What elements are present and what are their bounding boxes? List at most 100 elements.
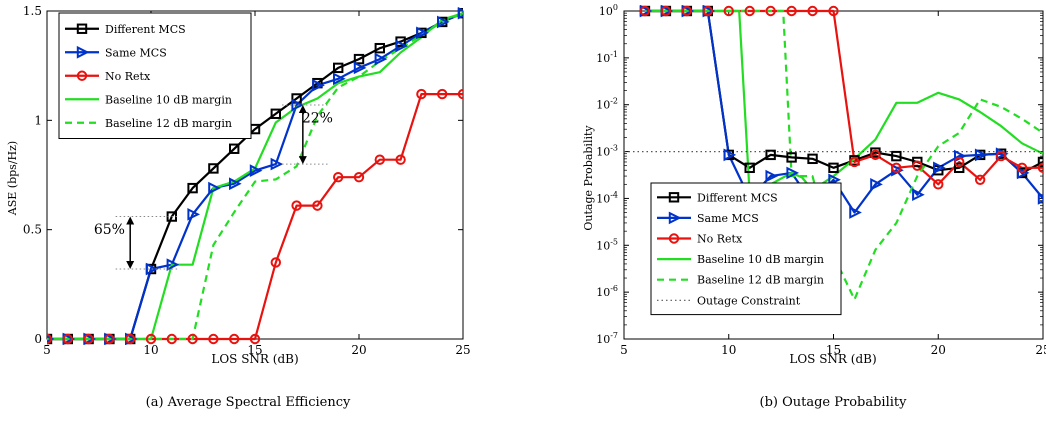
outage-point-no-retx <box>849 156 860 168</box>
outage-chart: 5 10 15 20 25 100 10-1 10-2 10-3 10-4 10-5 10-6 10-7… <box>582 3 1046 410</box>
ase-point-same-mcs <box>249 164 263 177</box>
ase-legend-label: No Retx <box>105 70 151 83</box>
ase-legend-marker <box>76 23 88 34</box>
outage-legend-marker <box>668 211 682 225</box>
ase-y-tick-label: 1 <box>34 113 42 127</box>
ase-legend-label: Baseline 12 dB margin <box>105 117 232 130</box>
outage-point-same-mcs <box>912 188 925 202</box>
outage-point-no-retx <box>828 5 839 17</box>
outage-point-no-retx <box>639 5 651 17</box>
outage-point-different-mcs <box>807 153 818 165</box>
ase-point-no-retx <box>83 333 94 345</box>
ase-point-different-mcs <box>353 53 365 65</box>
outage-point-different-mcs <box>786 152 797 163</box>
ase-legend-label: Baseline 10 dB margin <box>105 93 232 106</box>
ase-annotation-arrowhead <box>126 261 135 270</box>
outage-point-no-retx <box>974 174 986 185</box>
ase-point-same-mcs <box>437 15 450 29</box>
ase-legend-marker <box>76 45 90 59</box>
outage-point-different-mcs <box>891 150 902 162</box>
outage-point-no-retx <box>723 5 734 17</box>
ase-x-axis-label: LOS SNR (dB) <box>211 352 298 366</box>
outage-x-tick-label: 20 <box>931 343 946 357</box>
outage-point-no-retx <box>807 5 818 17</box>
ase-point-no-retx <box>145 333 157 345</box>
outage-point-no-retx <box>933 179 944 190</box>
ase-chart: 5 10 15 20 25 0 0.5 1 1.5 65% 22% LOS SNR (dB) ASE… <box>6 4 471 410</box>
ase-legend: Different MCS Same MCS No Retx Baseline 10 … <box>58 12 252 139</box>
ase-point-no-retx <box>457 88 463 100</box>
outage-point-no-retx <box>954 156 965 168</box>
ase-point-no-retx <box>437 88 448 100</box>
ase-point-no-retx <box>47 333 53 345</box>
ase-point-same-mcs <box>312 79 325 92</box>
outage-point-different-mcs <box>828 162 839 174</box>
ase-point-different-mcs <box>229 143 240 154</box>
ase-point-no-retx <box>249 333 261 345</box>
outage-legend-marker <box>668 192 680 203</box>
ase-point-no-retx <box>62 333 74 345</box>
outage-point-no-retx <box>891 162 902 174</box>
outage-y-tick-label: 10-3 <box>596 144 618 159</box>
ase-point-no-retx <box>104 333 115 345</box>
ase-point-same-mcs <box>416 26 429 40</box>
ase-point-no-retx <box>291 200 302 211</box>
ase-point-no-retx <box>353 171 365 183</box>
outage-point-different-mcs <box>744 162 755 174</box>
caption-a: (a) Average Spectral Efficiency <box>146 395 351 410</box>
ase-y-axis-label: ASE (bps/Hz) <box>6 141 19 216</box>
ase-point-same-mcs <box>229 177 242 191</box>
outage-x-tick-label: 15 <box>826 343 841 357</box>
outage-point-same-mcs <box>765 169 779 183</box>
outage-legend-label: Outage Constraint <box>697 294 801 307</box>
ase-x-tick-label: 20 <box>351 343 366 357</box>
outage-x-tick-label: 25 <box>1035 343 1046 357</box>
outage-point-same-mcs <box>870 178 883 191</box>
outage-legend-label: Baseline 12 dB margin <box>697 274 824 287</box>
outage-legend-marker <box>668 233 680 244</box>
outage-point-no-retx <box>702 5 713 17</box>
ase-legend-label: Same MCS <box>105 46 167 59</box>
outage-y-axis-label: Outage Probability <box>582 125 595 231</box>
ase-y-tick-label: 1.5 <box>23 4 42 18</box>
outage-x-tick-label: 5 <box>620 343 628 357</box>
outage-point-same-mcs <box>849 206 862 219</box>
outage-x-axis-label: LOS SNR (dB) <box>789 352 876 366</box>
ase-point-same-mcs <box>145 262 159 276</box>
ase-point-same-mcs <box>291 98 305 112</box>
outage-point-different-mcs <box>912 156 923 168</box>
outage-point-different-mcs <box>954 162 965 174</box>
outage-legend-label: No Retx <box>697 233 743 246</box>
outage-point-no-retx <box>912 160 923 171</box>
outage-x-tick-label: 10 <box>721 343 736 357</box>
ase-x-tick-label: 25 <box>455 343 470 357</box>
ase-annotation-label: 22% <box>302 111 333 127</box>
outage-point-no-retx <box>681 5 693 17</box>
outage-y-tick-label: 100 <box>599 3 618 18</box>
ase-point-same-mcs <box>374 52 388 66</box>
ase-point-no-retx <box>187 333 198 345</box>
outage-y-tick-label: 10-2 <box>596 97 618 112</box>
outage-y-tick-label: 10-1 <box>596 50 618 65</box>
ase-point-no-retx <box>374 154 385 165</box>
outage-point-no-retx <box>786 5 797 17</box>
ase-point-no-retx <box>312 200 323 211</box>
ase-point-no-retx <box>416 88 427 100</box>
ase-point-no-retx <box>395 154 406 165</box>
ase-point-same-mcs <box>353 61 367 75</box>
ase-annotation-arrowhead <box>126 216 135 225</box>
ase-point-same-mcs <box>208 181 221 195</box>
outage-point-no-retx <box>744 5 755 17</box>
ase-x-tick-label: 10 <box>143 343 158 357</box>
ase-series-baseline-12-db-margin <box>47 12 463 341</box>
outage-legend-label: Baseline 10 dB margin <box>697 253 824 266</box>
ase-series-group <box>47 6 463 345</box>
outage-legend: Different MCS Same MCS No Retx Baseline 10 … <box>650 182 842 316</box>
outage-point-same-mcs <box>974 148 988 162</box>
ase-point-no-retx <box>208 333 219 345</box>
ase-legend-label: Different MCS <box>105 23 186 36</box>
ase-point-different-mcs <box>270 108 282 119</box>
outage-point-no-retx <box>995 150 1007 162</box>
ase-x-tick-label: 5 <box>43 343 51 357</box>
